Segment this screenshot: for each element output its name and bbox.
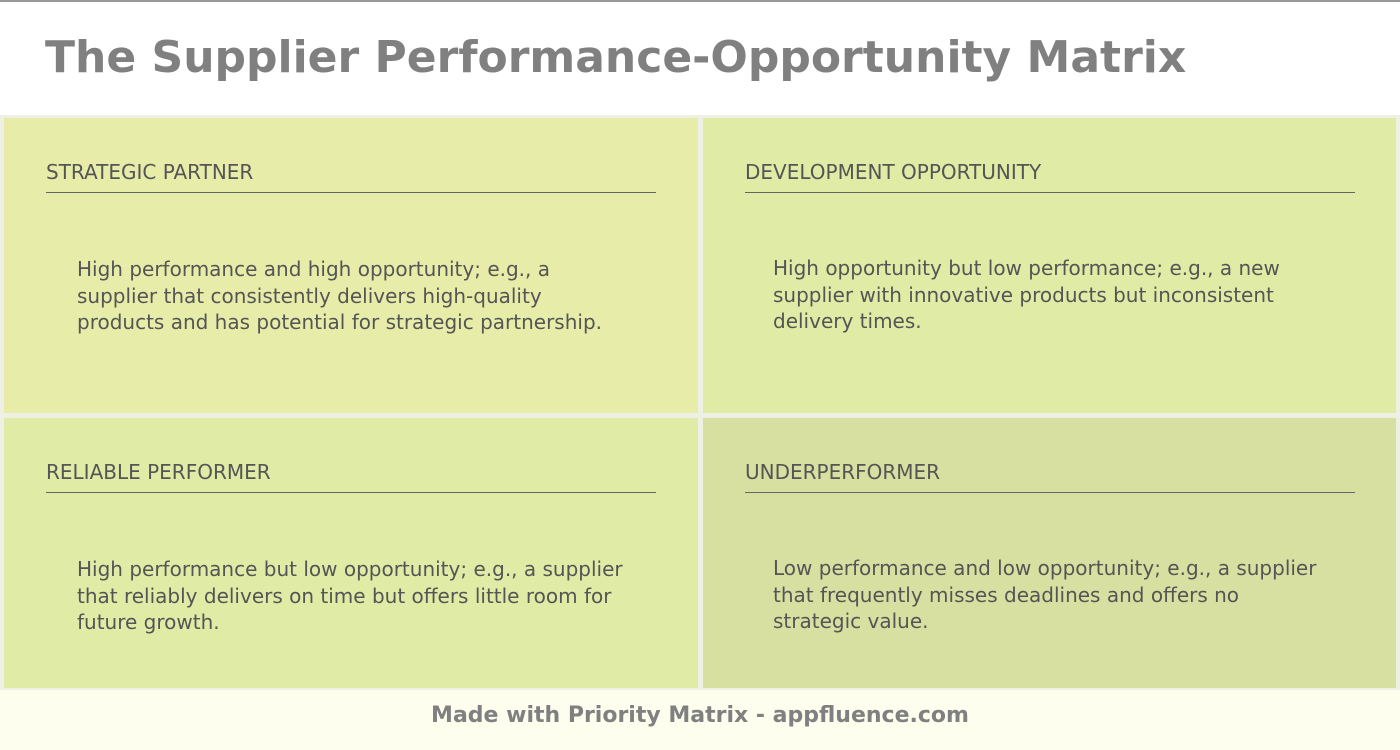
quadrant-text: Low performance and low opportunity; e.g…	[773, 556, 1317, 633]
quadrant: STRATEGIC PARTNER High performance and hi…	[4, 118, 698, 413]
quadrant: DEVELOPMENT OPPORTUNITY High opportunity …	[703, 118, 1396, 413]
quadrant: UNDERPERFORMER Low performance and low op…	[703, 418, 1396, 688]
quadrant: RELIABLE PERFORMER High performance but l…	[4, 418, 698, 688]
footer: Made with Priority Matrix - appfluence.c…	[0, 690, 1400, 750]
quadrant-text: High performance but low opportunity; e.…	[77, 557, 623, 634]
quadrant-title: DEVELOPMENT OPPORTUNITY	[745, 160, 1355, 193]
matrix: STRATEGIC PARTNER High performance and hi…	[0, 115, 1400, 690]
header: The Supplier Performance-Opportunity Mat…	[0, 0, 1400, 115]
quadrant-title: RELIABLE PERFORMER	[46, 460, 656, 493]
quadrant-title: UNDERPERFORMER	[745, 460, 1355, 493]
quadrant-text: High performance and high opportunity; e…	[77, 257, 602, 334]
quadrant-text: High opportunity but low performance; e.…	[773, 256, 1280, 333]
title: The Supplier Performance-Opportunity Mat…	[45, 32, 1187, 83]
quadrant-title: STRATEGIC PARTNER	[46, 160, 656, 193]
